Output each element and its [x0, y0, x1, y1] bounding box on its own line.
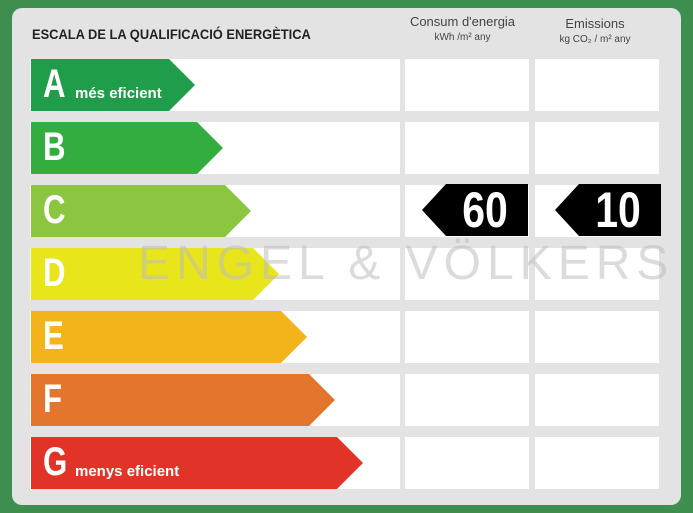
energy-class-letter-e: E	[43, 314, 64, 358]
consumption-unit: kWh /m² any	[434, 32, 491, 43]
emissions-rating-value: 10	[595, 182, 641, 238]
energy-class-bar-f: F	[31, 374, 335, 426]
energy-class-letter-d: D	[43, 251, 66, 295]
consumption-header: Consum d'energia kWh /m² any	[405, 14, 520, 46]
emissions-cell-d	[535, 248, 659, 300]
emissions-cell-a	[535, 59, 659, 111]
watermark: ENGEL & VÖLKERS	[138, 237, 675, 290]
energy-class-letter-g: G	[43, 440, 68, 484]
energy-class-letter-c: C	[43, 188, 66, 232]
energy-class-sublabel-g: menys eficient	[75, 463, 180, 480]
consumption-cell-d	[405, 248, 529, 300]
consumption-cell-b	[405, 122, 529, 174]
emissions-cell-g	[535, 437, 659, 489]
emissions-cell-e	[535, 311, 659, 363]
energy-class-bar-c: C	[31, 185, 251, 237]
consumption-label: Consum d'energia	[409, 14, 516, 29]
energy-class-letter-f: F	[43, 377, 63, 421]
emissions-header: Emissions kg CO₂ / m² any	[535, 16, 655, 48]
consumption-cell-f	[405, 374, 529, 426]
consumption-cell-a	[405, 59, 529, 111]
energy-class-bar-b: B	[31, 122, 223, 174]
energy-class-letter-a: A	[43, 62, 66, 106]
emissions-unit: kg CO₂ / m² any	[559, 34, 631, 45]
energy-class-sublabel-a: més eficient	[75, 85, 162, 102]
consumption-cell-e	[405, 311, 529, 363]
energy-class-bar-e: E	[31, 311, 307, 363]
emissions-cell-b	[535, 122, 659, 174]
page-title: ESCALA DE LA QUALIFICACIÓ ENERGÈTICA	[32, 26, 311, 42]
emissions-label: Emissions	[565, 16, 625, 31]
emissions-cell-f	[535, 374, 659, 426]
consumption-cell-g	[405, 437, 529, 489]
energy-class-bar-d: D	[31, 248, 279, 300]
emissions-rating-marker: 10	[555, 184, 661, 236]
consumption-rating-value: 60	[462, 182, 508, 238]
energy-class-letter-b: B	[43, 125, 66, 169]
consumption-rating-marker: 60	[422, 184, 528, 236]
